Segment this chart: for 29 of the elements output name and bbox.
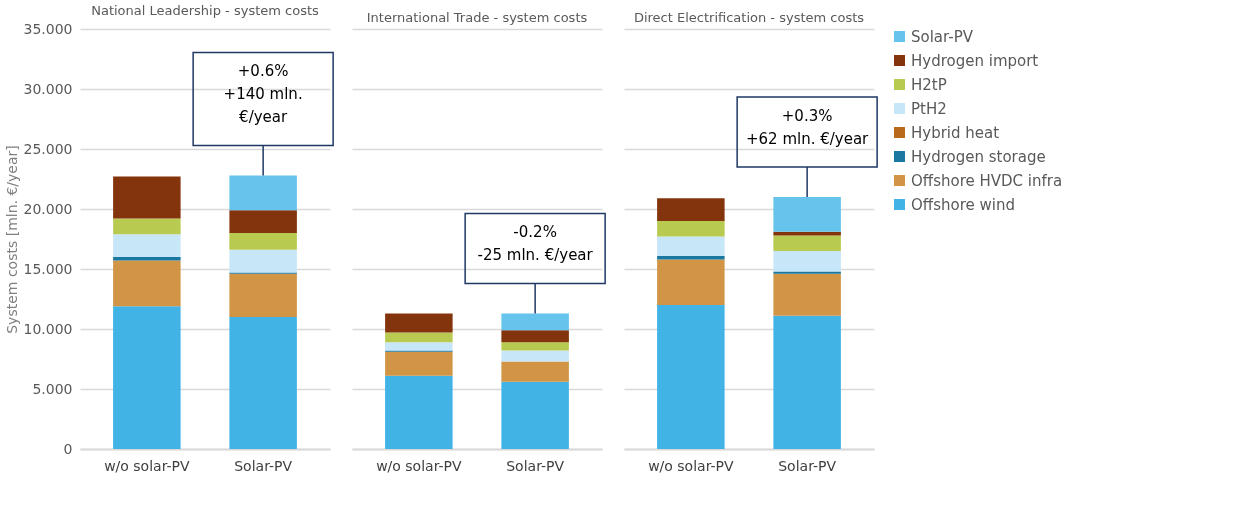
y-tick-label: 10.000 bbox=[23, 320, 73, 337]
x-tick-label: Solar-PV bbox=[234, 457, 293, 474]
annotation: +0.6% +140 mln. €/year bbox=[223, 62, 303, 127]
legend-label: Solar-PV bbox=[911, 27, 974, 46]
legend-label: Hydrogen storage bbox=[911, 147, 1046, 166]
x-tick-label: w/o solar-PV bbox=[648, 457, 734, 474]
chart-title: National Leadership - system costs bbox=[91, 3, 320, 18]
legend-label: PtH2 bbox=[911, 99, 947, 118]
x-tick-label: w/o solar-PV bbox=[376, 457, 462, 474]
annotation: +0.3% +62 mln. €/year bbox=[745, 107, 870, 148]
y-tick-label: 15.000 bbox=[23, 260, 73, 277]
chart-title: International Trade - system costs bbox=[366, 10, 588, 25]
x-tick-label: Solar-PV bbox=[778, 457, 837, 474]
chart-title: Direct Electrification - system costs bbox=[633, 10, 865, 25]
x-tick-label: Solar-PV bbox=[506, 457, 565, 474]
y-tick-label: 0 bbox=[63, 440, 73, 457]
y-tick-label: 30.000 bbox=[23, 80, 73, 97]
y-tick-label: 5.000 bbox=[32, 380, 73, 397]
legend-label: Offshore HVDC infra bbox=[911, 171, 1063, 190]
annotation: -0.2% -25 mln. €/year bbox=[477, 223, 594, 265]
legend-label: Hybrid heat bbox=[911, 123, 1000, 142]
y-tick-label: 25.000 bbox=[23, 140, 73, 157]
legend-label: H2tP bbox=[911, 75, 947, 94]
legend-label: Hydrogen import bbox=[911, 51, 1039, 70]
legend-label: Offshore wind bbox=[911, 195, 1015, 214]
y-tick-label: 35.000 bbox=[23, 20, 73, 37]
y-tick-label: 20.000 bbox=[23, 200, 73, 217]
y-axis-title: System costs [mln. €/year] bbox=[3, 145, 20, 334]
x-tick-label: w/o solar-PV bbox=[104, 457, 190, 474]
